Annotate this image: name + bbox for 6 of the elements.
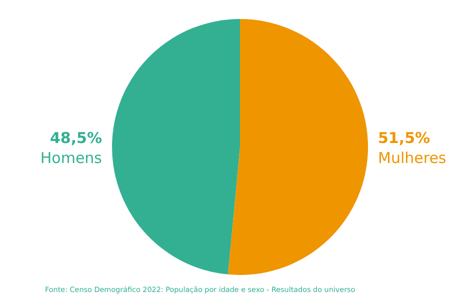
pie-slice: [228, 19, 368, 275]
data-label: 51,5%: [378, 129, 430, 147]
slice-label: Mulheres: [378, 149, 446, 167]
pie-slice: [112, 19, 240, 274]
slice-label: Homens: [40, 149, 102, 167]
data-label: 48,5%: [50, 129, 102, 147]
